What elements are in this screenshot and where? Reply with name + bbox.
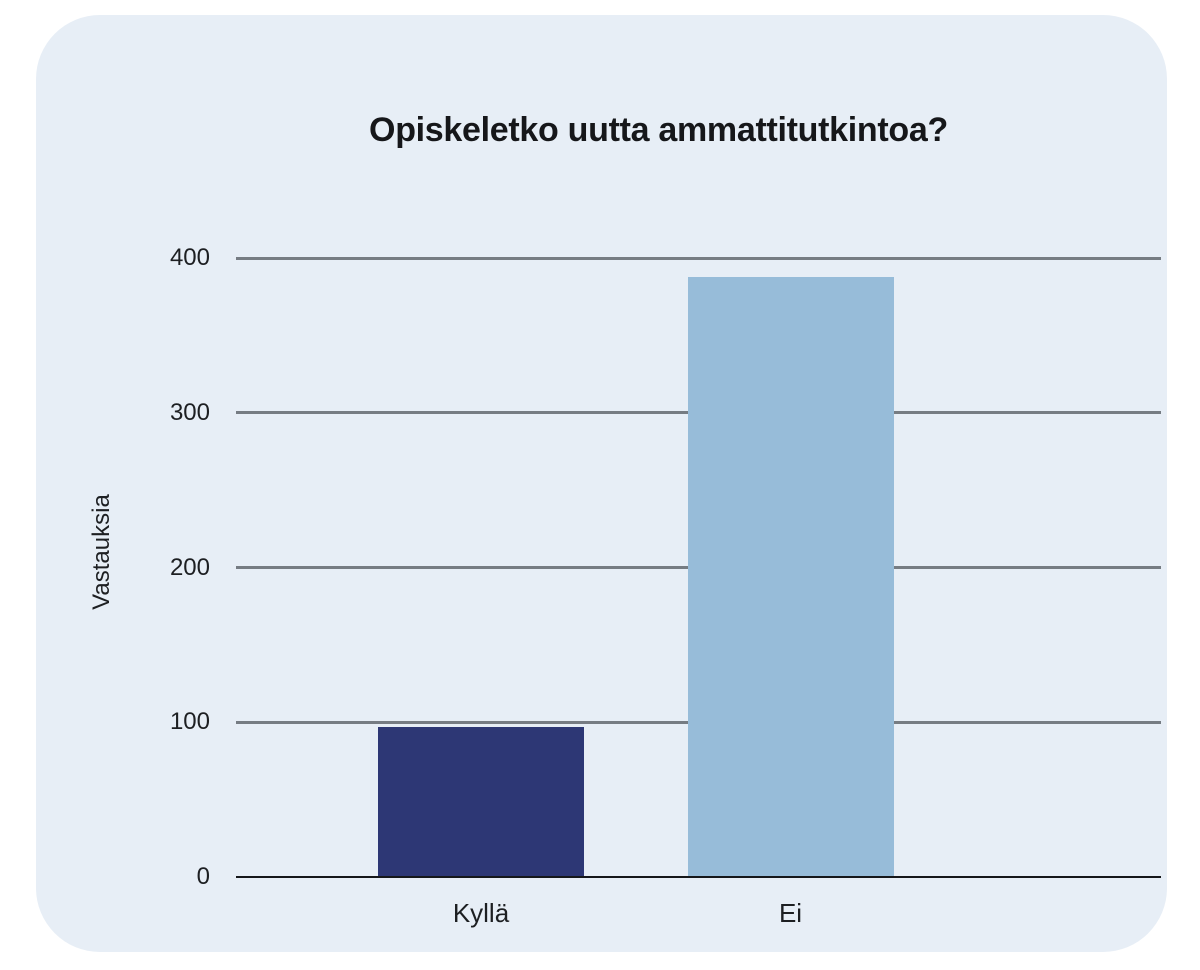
x-axis-line [236, 876, 1161, 878]
y-tick-label-0: 0 [196, 863, 210, 890]
bar-kyllä [378, 726, 584, 877]
bar-ei [687, 276, 894, 877]
gridline-y400 [236, 256, 1161, 260]
y-tick-label-400: 400 [169, 244, 210, 271]
y-tick-label-100: 100 [169, 708, 210, 736]
x-category-label-kyllä: Kyllä [452, 898, 510, 928]
y-axis-label-text: Vastauksia [88, 494, 115, 610]
y-tick-label-200: 200 [169, 553, 210, 581]
plot-area: 0 100 200 300 400 Kyllä Ei [170, 244, 1161, 928]
chart-title: Opiskeletko uutta ammattitutkintoa? [369, 111, 948, 149]
y-tick-label-300: 300 [169, 398, 210, 426]
chart-panel: Opiskeletko uutta ammattitutkintoa? Vast… [36, 15, 1167, 952]
x-category-label-ei: Ei [778, 898, 803, 928]
